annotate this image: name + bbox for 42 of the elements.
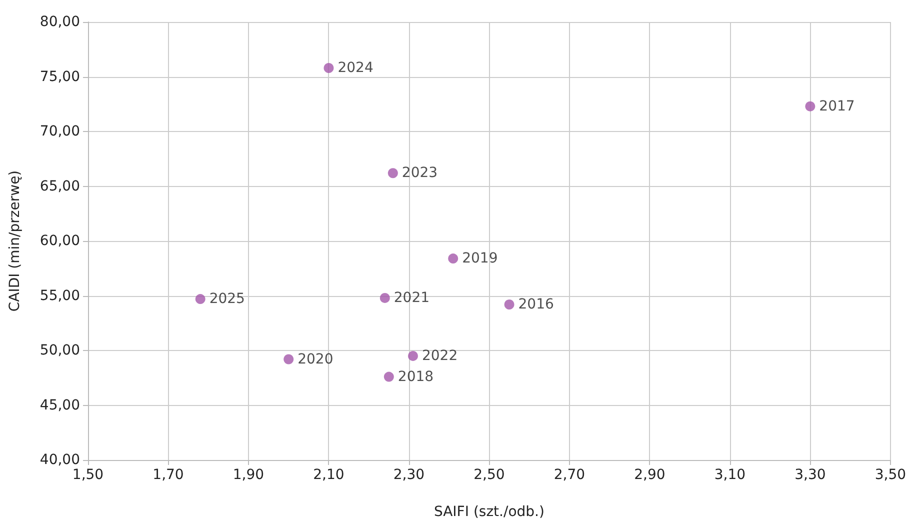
series-label: 2019	[462, 250, 498, 267]
y-tick-label: 60,00	[40, 233, 80, 249]
series-label: 2021	[394, 290, 430, 306]
series-label: 2016	[518, 296, 554, 313]
series-label: 2018	[398, 368, 434, 385]
x-tick-label: 3,50	[874, 467, 906, 483]
series-label: 2024	[338, 60, 374, 76]
series-label: 2017	[819, 98, 855, 114]
point	[805, 101, 816, 112]
point	[324, 62, 334, 73]
y-tick-label: 80,00	[40, 14, 80, 30]
x-tick-label: 2,10	[313, 467, 344, 483]
x-tick-label: 3,30	[794, 467, 826, 483]
point	[408, 350, 418, 361]
y-axis-title: CAIDI (min/przerwę)	[7, 170, 23, 312]
x-tick-label: 3,10	[714, 467, 746, 483]
x-tick-label: 1,50	[72, 467, 104, 483]
x-tick-label: 2,50	[474, 467, 505, 483]
y-tick-label: 55,00	[40, 288, 80, 304]
x-tick-label: 1,70	[152, 467, 184, 483]
x-axis-title: SAIFI (szt./odb.)	[434, 504, 544, 520]
y-tick-label: 50,00	[40, 342, 80, 358]
y-tick-label: 45,00	[40, 397, 80, 414]
x-tick-label: 1,90	[232, 467, 264, 483]
point	[388, 168, 398, 178]
point	[380, 292, 390, 303]
y-tick-label: 40,00	[40, 452, 80, 468]
point	[448, 254, 458, 264]
x-tick-label: 2,30	[393, 467, 425, 483]
y-tick-label: 75,00	[40, 68, 80, 85]
series-label: 2023	[402, 165, 438, 182]
x-tick-label: 2,90	[634, 467, 666, 483]
y-tick-label: 65,00	[40, 178, 80, 194]
series-label: 2022	[422, 348, 458, 364]
point	[504, 300, 514, 310]
x-tick-label: 2,70	[554, 467, 586, 483]
y-tick-label: 70,00	[40, 124, 80, 140]
point	[384, 372, 394, 382]
series-label: 2020	[298, 351, 334, 368]
point	[195, 294, 206, 304]
point	[284, 354, 294, 364]
series-label: 2025	[209, 291, 245, 308]
